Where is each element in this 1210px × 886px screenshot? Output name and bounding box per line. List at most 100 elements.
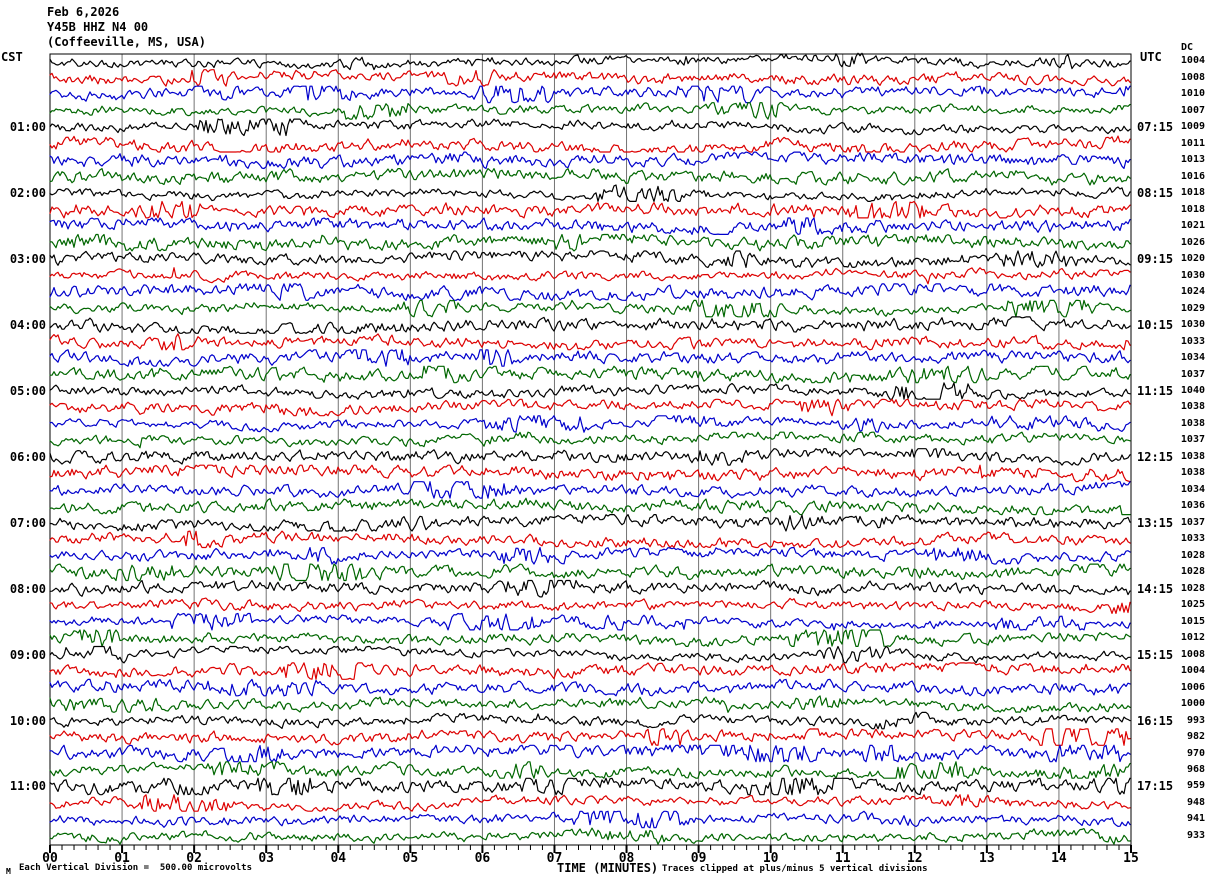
dc-value: 968 bbox=[1186, 764, 1205, 776]
seismic-trace bbox=[49, 481, 1131, 499]
x-axis-title: TIME (MINUTES) bbox=[557, 861, 659, 875]
minute-tick-label: 11 bbox=[834, 851, 851, 866]
dc-value: 1038 bbox=[1180, 417, 1205, 429]
dc-value: 1016 bbox=[1180, 170, 1205, 182]
dc-value: 933 bbox=[1186, 829, 1205, 841]
cst-hour-label: 07:00 bbox=[9, 515, 46, 530]
dc-value: 1030 bbox=[1180, 269, 1205, 281]
seismic-trace bbox=[49, 85, 1131, 104]
dc-value: 1033 bbox=[1180, 335, 1205, 347]
seismic-trace bbox=[49, 69, 1131, 87]
cst-hour-label: 08:00 bbox=[9, 581, 46, 596]
dc-value: 1011 bbox=[1180, 137, 1205, 149]
dc-value: 1000 bbox=[1180, 698, 1205, 710]
dc-value: 1034 bbox=[1180, 483, 1205, 495]
seismic-trace bbox=[49, 514, 1131, 532]
dc-value: 1010 bbox=[1180, 88, 1205, 100]
seismic-trace bbox=[49, 794, 1131, 812]
seismic-trace bbox=[49, 283, 1131, 301]
cst-hour-label: 02:00 bbox=[9, 186, 46, 201]
seismic-trace bbox=[49, 184, 1131, 202]
dc-value: 1038 bbox=[1180, 401, 1205, 413]
utc-hour-label: 17:15 bbox=[1137, 779, 1174, 794]
dc-value: 1030 bbox=[1180, 319, 1205, 331]
dc-value: 1028 bbox=[1180, 549, 1205, 561]
right-timezone-label: UTC bbox=[1140, 50, 1162, 64]
seismic-trace bbox=[49, 316, 1131, 334]
dc-value: 1012 bbox=[1180, 632, 1205, 644]
seismic-trace bbox=[49, 827, 1131, 845]
seismic-trace bbox=[49, 579, 1131, 598]
seismic-trace bbox=[49, 151, 1131, 170]
dc-value: 1037 bbox=[1180, 516, 1205, 528]
seismic-trace bbox=[49, 530, 1131, 549]
dc-value: 1008 bbox=[1180, 648, 1205, 660]
seismic-trace bbox=[49, 777, 1131, 796]
dc-column-label: DC bbox=[1181, 42, 1194, 53]
seismic-trace bbox=[49, 382, 1131, 400]
seismic-trace bbox=[49, 695, 1131, 713]
dc-value: 1038 bbox=[1180, 467, 1205, 479]
dc-value: 1025 bbox=[1180, 599, 1205, 611]
dc-value: 1007 bbox=[1180, 104, 1205, 116]
dc-value: 970 bbox=[1186, 747, 1205, 759]
minute-tick-label: 05 bbox=[402, 851, 419, 866]
seismic-trace bbox=[49, 233, 1131, 252]
seismic-trace bbox=[49, 563, 1131, 582]
dc-value: 959 bbox=[1186, 780, 1205, 792]
minute-tick-label: 10 bbox=[762, 851, 779, 866]
minute-tick-label: 01 bbox=[114, 851, 130, 866]
utc-hour-label: 07:15 bbox=[1137, 120, 1174, 135]
seismic-trace bbox=[49, 250, 1131, 268]
seismic-trace bbox=[49, 431, 1131, 449]
minute-tick-label: 13 bbox=[979, 851, 995, 866]
minute-tick-label: 08 bbox=[618, 851, 635, 866]
seismic-trace bbox=[49, 678, 1131, 697]
corner-mark: M bbox=[6, 867, 11, 876]
dc-value: 1015 bbox=[1180, 615, 1205, 627]
minute-tick-label: 04 bbox=[330, 851, 347, 866]
dc-value: 1006 bbox=[1180, 681, 1205, 693]
dc-value: 1037 bbox=[1180, 368, 1205, 380]
seismic-trace bbox=[49, 662, 1131, 680]
dc-value: 1040 bbox=[1180, 384, 1205, 396]
dc-value: 1034 bbox=[1180, 352, 1205, 364]
seismic-trace bbox=[49, 118, 1131, 137]
seismic-trace bbox=[49, 597, 1131, 614]
cst-hour-label: 06:00 bbox=[9, 449, 46, 464]
seismic-trace bbox=[49, 448, 1131, 466]
seismic-trace bbox=[49, 744, 1131, 763]
dc-value: 1013 bbox=[1180, 154, 1205, 166]
minute-tick-label: 00 bbox=[42, 851, 58, 866]
cst-hour-label: 05:00 bbox=[9, 383, 46, 398]
cst-hour-label: 11:00 bbox=[9, 779, 46, 794]
dc-value: 1021 bbox=[1180, 220, 1205, 232]
header-station-code: Y45B HHZ N4 00 bbox=[47, 20, 149, 34]
seismic-trace bbox=[49, 497, 1131, 516]
dc-value: 1028 bbox=[1180, 582, 1205, 594]
minute-tick-label: 07 bbox=[546, 851, 563, 866]
vertical-scale-note: Each Vertical Division = 500.00 microvol… bbox=[19, 863, 252, 873]
seismic-trace bbox=[49, 217, 1131, 235]
seismic-trace bbox=[49, 645, 1131, 664]
dc-value: 993 bbox=[1186, 714, 1205, 726]
seismic-trace bbox=[49, 200, 1131, 219]
cst-hour-label: 01:00 bbox=[9, 120, 46, 135]
seismic-trace bbox=[49, 629, 1131, 647]
utc-hour-label: 15:15 bbox=[1137, 647, 1174, 662]
seismic-trace bbox=[49, 102, 1131, 120]
dc-value: 1038 bbox=[1180, 450, 1205, 462]
seismic-trace bbox=[49, 415, 1131, 433]
dc-value: 948 bbox=[1186, 796, 1205, 808]
left-timezone-label: CST bbox=[1, 50, 23, 64]
header-date: Feb 6,2026 bbox=[47, 5, 120, 19]
dc-value: 1009 bbox=[1180, 121, 1205, 133]
seismic-trace bbox=[49, 135, 1131, 153]
seismic-trace bbox=[49, 728, 1131, 746]
seismic-trace bbox=[49, 267, 1131, 285]
seismic-trace bbox=[49, 349, 1131, 367]
utc-hour-label: 13:15 bbox=[1137, 515, 1174, 530]
utc-hour-label: 16:15 bbox=[1137, 713, 1174, 728]
